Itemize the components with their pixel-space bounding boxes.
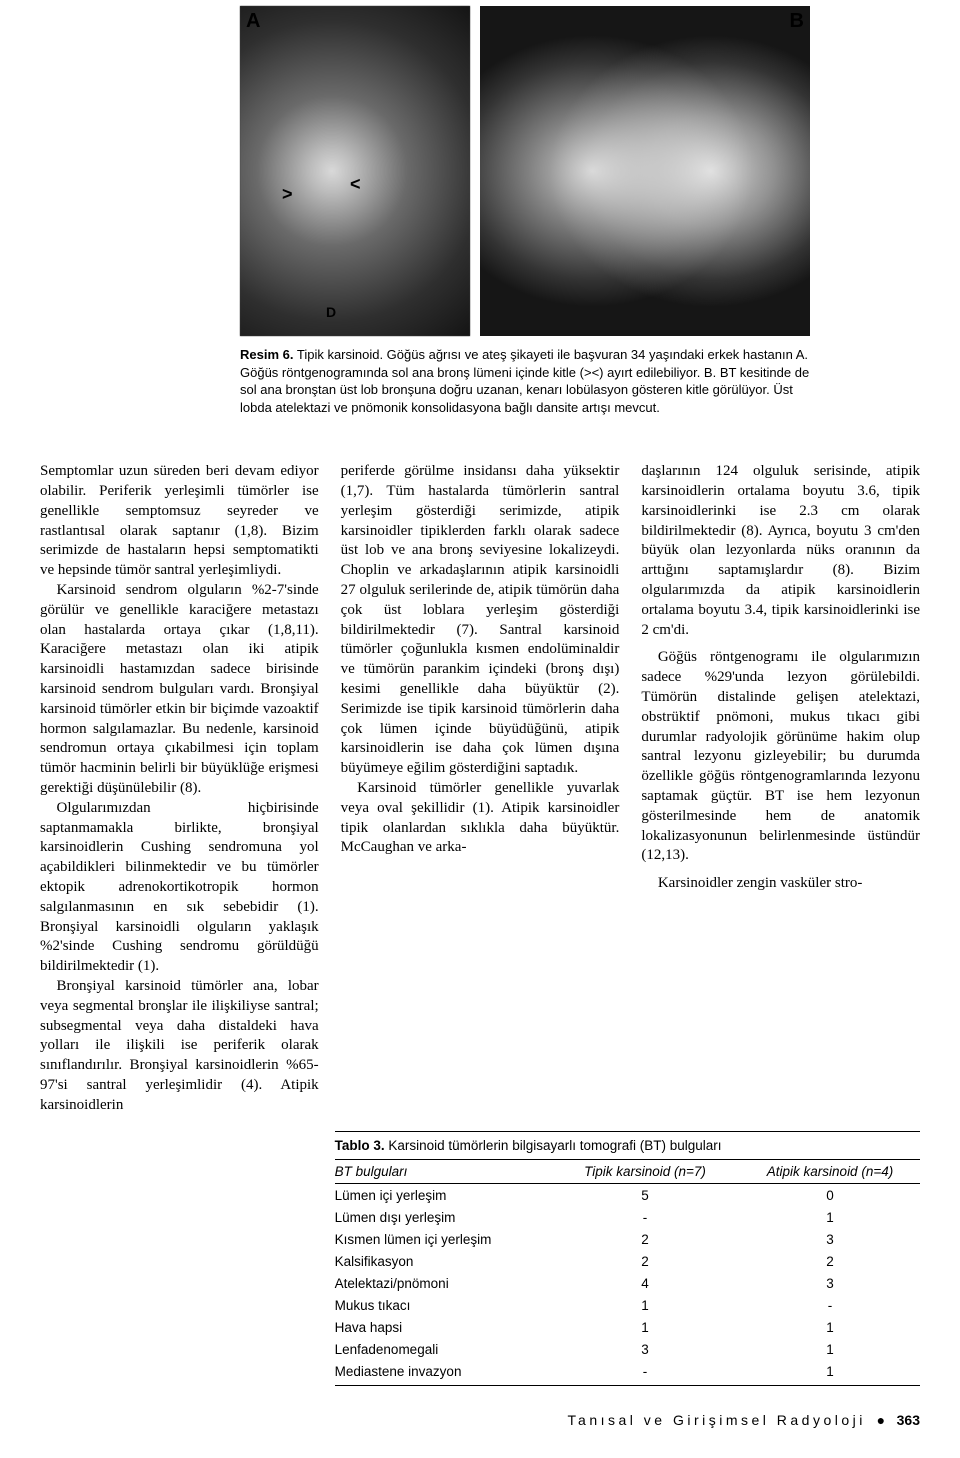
table-cell: 2 [550, 1250, 740, 1272]
caption-lead: Resim 6. [240, 347, 293, 362]
marker-arrow: < [350, 174, 361, 195]
table-cell: 2 [550, 1228, 740, 1250]
table-title-lead: Tablo 3. [335, 1138, 385, 1153]
table-cell: Mediastene invazyon [335, 1360, 550, 1385]
figure-label-a: A [246, 10, 260, 33]
marker-arrow: > [282, 184, 293, 205]
table-cell: Lümen dışı yerleşim [335, 1206, 550, 1228]
table-col-header: Tipik karsinoid (n=7) [550, 1160, 740, 1184]
marker-letter: D [326, 304, 336, 320]
table-cell: 1 [740, 1206, 920, 1228]
ct-image-placeholder [480, 6, 810, 336]
figure-panel-a: A > < D [240, 6, 470, 336]
figure-row: A > < D B [240, 6, 920, 336]
table-cell: - [550, 1360, 740, 1385]
table-cell: 0 [740, 1184, 920, 1207]
table-title-rest: Karsinoid tümörlerin bilgisayarlı tomogr… [385, 1138, 722, 1153]
table-cell: Kalsifikasyon [335, 1250, 550, 1272]
table-cell: - [740, 1294, 920, 1316]
table-cell: Mukus tıkacı [335, 1294, 550, 1316]
table-title: Tablo 3. Karsinoid tümörlerin bilgisayar… [335, 1131, 920, 1159]
table-header-row: BT bulguları Tipik karsinoid (n=7) Atipi… [335, 1160, 920, 1184]
table-cell: 2 [740, 1250, 920, 1272]
xray-image-placeholder [240, 6, 470, 336]
column-b: periferde görülme insidansı daha yüksekt… [341, 462, 620, 1115]
table-row: Kalsifikasyon22 [335, 1250, 920, 1272]
para: Olgularımızdan hiçbirisinde saptanmamakl… [40, 799, 319, 977]
table-col-header: BT bulguları [335, 1160, 550, 1184]
table-cell: 1 [740, 1316, 920, 1338]
page: A > < D B Resim 6. Tipik karsinoid. Göğü… [0, 6, 960, 1458]
table-cell: - [550, 1206, 740, 1228]
table-cell: Kısmen lümen içi yerleşim [335, 1228, 550, 1250]
table-cell: 3 [740, 1228, 920, 1250]
table-cell: 1 [550, 1294, 740, 1316]
para: Karsinoid tümörler genellikle yuvarlak v… [341, 779, 620, 858]
table-cell: Lenfadenomegali [335, 1338, 550, 1360]
table-cell: Atelektazi/pnömoni [335, 1272, 550, 1294]
caption-body: Tipik karsinoid. Göğüs ağrısı ve ateş şi… [240, 347, 809, 415]
table-cell: 3 [740, 1272, 920, 1294]
para: Karsinoidler zengin vasküler stro- [641, 874, 920, 894]
figure-caption: Resim 6. Tipik karsinoid. Göğüs ağrısı v… [240, 346, 810, 416]
figure-label-b: B [790, 10, 804, 33]
table-row: Kısmen lümen içi yerleşim23 [335, 1228, 920, 1250]
table-row: Mukus tıkacı1- [335, 1294, 920, 1316]
table-cell: 3 [550, 1338, 740, 1360]
para: periferde görülme insidansı daha yüksekt… [341, 462, 620, 779]
body-columns: Semptomlar uzun süreden beri devam ediyo… [40, 462, 920, 1115]
table-row: Atelektazi/pnömoni43 [335, 1272, 920, 1294]
table-cell: Hava hapsi [335, 1316, 550, 1338]
para: Karsinoid sendrom olguların %2-7'sinde g… [40, 581, 319, 799]
table-row: Lenfadenomegali31 [335, 1338, 920, 1360]
table-cell: 1 [550, 1316, 740, 1338]
table-row: Lümen dışı yerleşim-1 [335, 1206, 920, 1228]
column-c: daşlarının 124 olguluk serisinde, atipik… [641, 462, 920, 1115]
table-3: Tablo 3. Karsinoid tümörlerin bilgisayar… [335, 1131, 920, 1386]
table-row: Lümen içi yerleşim50 [335, 1184, 920, 1207]
table-col-header: Atipik karsinoid (n=4) [740, 1160, 920, 1184]
column-a: Semptomlar uzun süreden beri devam ediyo… [40, 462, 319, 1115]
figure-panel-b: B [480, 6, 810, 336]
table-cell: 4 [550, 1272, 740, 1294]
table-left-spacer [40, 1115, 335, 1386]
table-row: Mediastene invazyon-1 [335, 1360, 920, 1385]
para: Bronşiyal karsinoid tümörler ana, lobar … [40, 977, 319, 1116]
table-cell: Lümen içi yerleşim [335, 1184, 550, 1207]
footer-separator-icon: ● [877, 1412, 886, 1428]
table-cell: 1 [740, 1360, 920, 1385]
column-c-text: daşlarının 124 olguluk serisinde, atipik… [641, 462, 920, 902]
page-footer: Tanısal ve Girişimsel Radyoloji ● 363 [40, 1412, 920, 1428]
para: daşlarının 124 olguluk serisinde, atipik… [641, 462, 920, 640]
footer-journal: Tanısal ve Girişimsel Radyoloji [568, 1412, 866, 1428]
para: Semptomlar uzun süreden beri devam ediyo… [40, 462, 319, 581]
footer-page-number: 363 [897, 1412, 920, 1428]
table-body: BT bulguları Tipik karsinoid (n=7) Atipi… [335, 1159, 920, 1386]
table-cell: 1 [740, 1338, 920, 1360]
table-row: Hava hapsi11 [335, 1316, 920, 1338]
para: Göğüs röntgenogramı ile olgularımızın sa… [641, 648, 920, 866]
table-cell: 5 [550, 1184, 740, 1207]
